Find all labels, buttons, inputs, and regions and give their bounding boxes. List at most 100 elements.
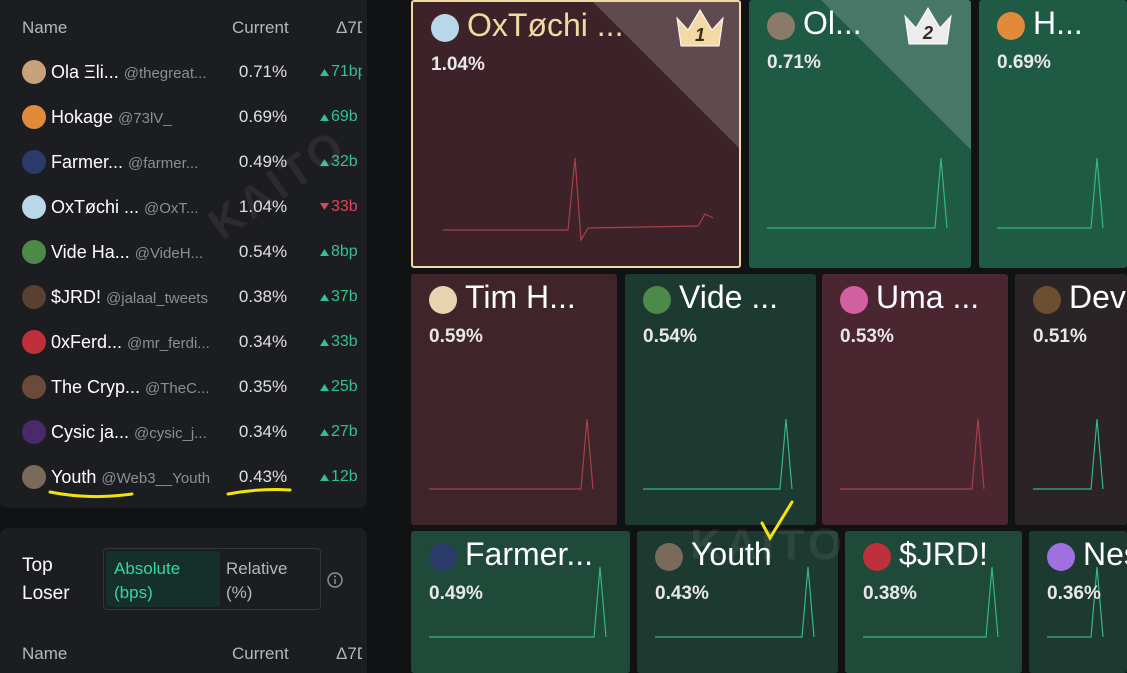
leaderboard-row[interactable]: Ola Ξli...@thegreat... 0.71% 71bp xyxy=(0,52,362,92)
avatar xyxy=(997,12,1025,40)
delta: 33b xyxy=(320,198,358,216)
sparkline xyxy=(429,418,594,490)
user-name: Hokage @73lV_ xyxy=(51,107,172,128)
tile-share: 0.43% xyxy=(655,583,709,604)
tile-share: 0.71% xyxy=(767,52,821,73)
delta: 71bp xyxy=(320,63,362,81)
treemap-tile[interactable]: Youth 0.43% xyxy=(637,531,838,673)
treemap-tile[interactable]: Dev 0.51% xyxy=(1015,274,1127,525)
delta-value: 71bp xyxy=(331,63,362,80)
treemap-tile[interactable]: Nes 0.36% xyxy=(1029,531,1127,673)
column-header: Current xyxy=(232,644,289,663)
treemap-tile[interactable]: Tim H... 0.59% xyxy=(411,274,617,525)
user-name: Ola Ξli... @thegreat... xyxy=(51,62,207,83)
avatar xyxy=(767,12,795,40)
delta: 25b xyxy=(320,378,358,396)
tile-share: 0.38% xyxy=(863,583,917,604)
top-loser-title: Top Loser xyxy=(22,555,70,604)
toggle-relative[interactable]: Relative (%) xyxy=(226,559,288,602)
tile-share: 0.36% xyxy=(1047,583,1101,604)
delta-value: 32b xyxy=(331,153,358,170)
current-share: 1.04% xyxy=(238,197,288,216)
avatar xyxy=(431,14,459,42)
column-header: Current xyxy=(232,18,289,37)
avatar xyxy=(22,465,46,489)
toggle-absolute[interactable]: Absolute (bps) xyxy=(106,551,220,607)
avatar xyxy=(643,286,671,314)
sparkline xyxy=(1047,566,1104,638)
leaderboard-row[interactable]: Youth @Web3__Youth 0.43% 12b xyxy=(0,457,362,497)
leaderboard-row[interactable]: The Cryp... @TheC... 0.35% 25b xyxy=(0,367,362,407)
treemap-tile[interactable]: OxTøchi ... 1.04% 1 xyxy=(411,0,741,268)
user-name: $JRD! @jalaal_tweets xyxy=(51,287,208,308)
delta: 27b xyxy=(320,423,358,441)
trend-icon xyxy=(320,294,329,301)
tile-name: Nes xyxy=(1083,536,1127,572)
treemap-tile[interactable]: Ol... 0.71% 2 xyxy=(749,0,971,268)
current-share: 0.69% xyxy=(238,107,288,126)
leaderboard-row[interactable]: $JRD! @jalaal_tweets 0.38% 37b xyxy=(0,277,362,317)
avatar xyxy=(22,375,46,399)
sparkline xyxy=(643,418,793,490)
current-share: 0.34% xyxy=(238,422,288,441)
trend-icon xyxy=(320,474,329,481)
current-share: 0.71% xyxy=(238,62,288,81)
tile-share: 0.69% xyxy=(997,52,1051,73)
name: Farmer... xyxy=(51,152,124,172)
avatar xyxy=(22,330,46,354)
avatar xyxy=(22,150,46,174)
leaderboard-row[interactable]: OxTøchi ... @OxT... 1.04% 33b xyxy=(0,187,362,227)
sparkline xyxy=(655,566,815,638)
current-share: 0.38% xyxy=(238,287,288,306)
leaderboard-row[interactable]: Cysic ja... @cysic_j... 0.34% 27b xyxy=(0,412,362,452)
avatar xyxy=(22,240,46,264)
delta-value: 12b xyxy=(331,468,358,485)
user-name: Cysic ja... @cysic_j... xyxy=(51,422,207,443)
toggle-group: Absolute (bps) Relative (%) xyxy=(103,548,321,610)
leaderboard-row[interactable]: Farmer... @farmer... 0.49% 32b xyxy=(0,142,362,182)
tile-share: 0.54% xyxy=(643,326,697,347)
delta: 69b xyxy=(320,108,358,126)
leaderboard-row[interactable]: Vide Ha... @VideH... 0.54% 8bp xyxy=(0,232,362,272)
treemap-tile[interactable]: H... 0.69% xyxy=(979,0,1127,268)
rank: 1 xyxy=(695,25,705,45)
info-icon[interactable] xyxy=(326,571,344,589)
sparkline xyxy=(840,418,985,490)
name: 0xFerd... xyxy=(51,332,123,352)
current-share: 0.54% xyxy=(238,242,288,261)
treemap: OxTøchi ... 1.04% 1 Ol... 0.71% 2 H... 0.69% Tim… xyxy=(385,0,1127,673)
handle: @OxT... xyxy=(144,200,199,217)
trend-icon xyxy=(320,429,329,436)
name: Youth xyxy=(51,467,97,487)
tile-share: 0.51% xyxy=(1033,326,1087,347)
name: Hokage xyxy=(51,107,114,127)
handle: @thegreat... xyxy=(123,65,207,82)
leaderboard-row[interactable]: 0xFerd... @mr_ferdi... 0.34% 33b xyxy=(0,322,362,362)
current-share: 0.34% xyxy=(238,332,288,351)
watermark: KAITO xyxy=(690,520,847,569)
leaderboard-row[interactable]: Hokage @73lV_ 0.69% 69b xyxy=(0,97,362,137)
handle: @TheC... xyxy=(145,380,210,397)
treemap-tile[interactable]: Farmer... 0.49% xyxy=(411,531,630,673)
trend-icon xyxy=(320,159,329,166)
treemap-tile[interactable]: Uma ... 0.53% xyxy=(822,274,1008,525)
tile-share: 0.53% xyxy=(840,326,894,347)
handle: @VideH... xyxy=(134,245,204,262)
user-name: 0xFerd... @mr_ferdi... xyxy=(51,332,210,353)
tile-name: Youth xyxy=(691,536,772,572)
treemap-tile[interactable]: Vide ... 0.54% xyxy=(625,274,816,525)
tile-name: $JRD! xyxy=(899,536,988,572)
delta-value: 33b xyxy=(331,333,358,350)
avatar xyxy=(863,543,891,571)
delta-value: 33b xyxy=(331,198,358,215)
trend-icon xyxy=(320,203,329,210)
user-name: Farmer... @farmer... xyxy=(51,152,198,173)
avatar xyxy=(429,543,457,571)
name: The Cryp... xyxy=(51,377,141,397)
crown: 1 xyxy=(676,9,724,47)
name: OxTøchi ... xyxy=(51,197,140,217)
trend-icon xyxy=(320,384,329,391)
delta: 8bp xyxy=(320,243,358,261)
treemap-tile[interactable]: $JRD! 0.38% xyxy=(845,531,1022,673)
